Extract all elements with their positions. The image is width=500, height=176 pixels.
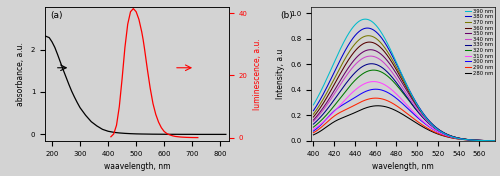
Text: (a): (a)	[50, 11, 63, 20]
X-axis label: wavelength, nm: wavelength, nm	[372, 162, 434, 171]
X-axis label: waavelength, nm: waavelength, nm	[104, 162, 170, 171]
Y-axis label: luminescence, a.u.: luminescence, a.u.	[253, 38, 262, 110]
Legend: 390 nm, 380 nm, 370 nm, 360 nm, 350 nm, 340 nm, 330 nm, 320 nm, 310 nm, 300 nm, : 390 nm, 380 nm, 370 nm, 360 nm, 350 nm, …	[464, 8, 494, 76]
Text: (b): (b)	[280, 11, 293, 20]
Y-axis label: absorbance, a.u.: absorbance, a.u.	[16, 42, 25, 106]
Y-axis label: Intensity, a.u: Intensity, a.u	[276, 49, 285, 99]
